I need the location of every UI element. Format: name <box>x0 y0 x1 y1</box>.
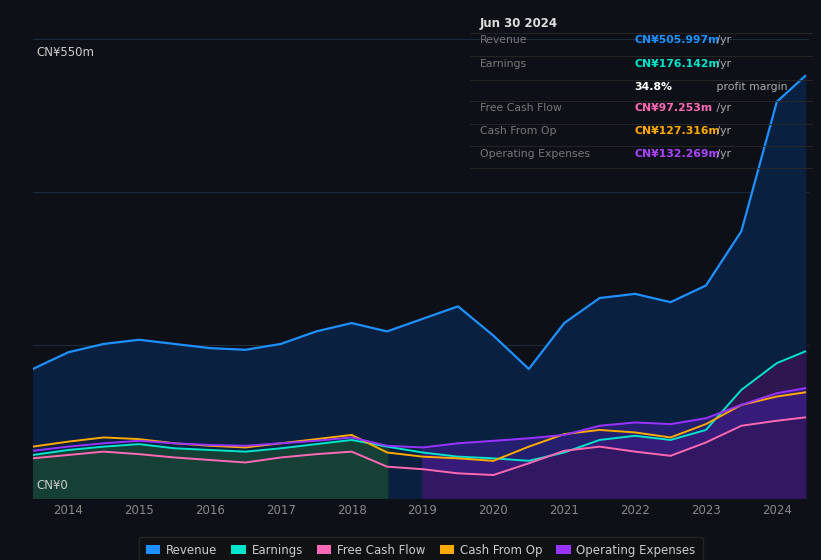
Text: /yr: /yr <box>713 35 732 45</box>
Text: CN¥505.997m: CN¥505.997m <box>635 35 720 45</box>
Text: CN¥0: CN¥0 <box>37 478 68 492</box>
Text: profit margin: profit margin <box>713 82 788 92</box>
Text: CN¥127.316m: CN¥127.316m <box>635 127 720 137</box>
Text: /yr: /yr <box>713 104 732 114</box>
Text: Cash From Op: Cash From Op <box>480 127 557 137</box>
Text: 34.8%: 34.8% <box>635 82 672 92</box>
Text: CN¥97.253m: CN¥97.253m <box>635 104 713 114</box>
Text: /yr: /yr <box>713 127 732 137</box>
Text: CN¥176.142m: CN¥176.142m <box>635 59 720 69</box>
Text: Revenue: Revenue <box>480 35 527 45</box>
Text: Operating Expenses: Operating Expenses <box>480 149 590 158</box>
Text: Earnings: Earnings <box>480 59 527 69</box>
Text: CN¥550m: CN¥550m <box>37 46 94 59</box>
Text: CN¥132.269m: CN¥132.269m <box>635 149 720 158</box>
Text: Jun 30 2024: Jun 30 2024 <box>480 17 558 30</box>
Text: /yr: /yr <box>713 149 732 158</box>
Legend: Revenue, Earnings, Free Cash Flow, Cash From Op, Operating Expenses: Revenue, Earnings, Free Cash Flow, Cash … <box>139 536 703 560</box>
Text: Free Cash Flow: Free Cash Flow <box>480 104 562 114</box>
Text: /yr: /yr <box>713 59 732 69</box>
